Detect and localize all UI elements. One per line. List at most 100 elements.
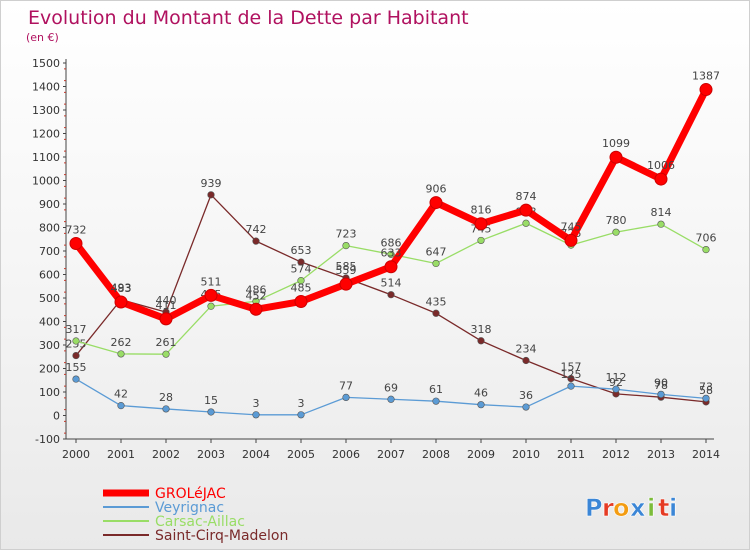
- series-veyrignac: 155 42 28 15 3 3 77 69 61 46 36 125 112 90 73: [66, 361, 713, 419]
- series-layer: 2554934409397426535855144353182341579278…: [66, 70, 720, 419]
- x-tick-label: 2013: [647, 448, 675, 461]
- data-point: [339, 277, 353, 291]
- y-tick-label: 1100: [32, 151, 60, 164]
- data-label: 317: [66, 323, 87, 336]
- data-label: 742: [246, 223, 267, 236]
- logo-letter: o: [613, 494, 630, 522]
- data-point: [702, 394, 710, 402]
- data-point: [252, 411, 260, 419]
- data-point: [114, 295, 128, 309]
- data-label: 77: [339, 379, 353, 392]
- x-tick-label: 2010: [512, 448, 540, 461]
- data-point: [657, 390, 665, 398]
- data-point: [207, 191, 215, 199]
- data-label: 706: [696, 232, 717, 245]
- data-point: [429, 196, 443, 210]
- series-grol-jac: 732 483 411 511 452 485 559 633 906 816 874 745 1099…: [66, 70, 720, 326]
- data-label: 73: [699, 380, 713, 393]
- y-tick-label: 100: [39, 386, 60, 399]
- data-point: [567, 375, 575, 383]
- y-tick-label: 900: [39, 198, 60, 211]
- x-tick-label: 2009: [467, 448, 495, 461]
- logo-letter: i: [669, 494, 677, 522]
- data-label: 780: [606, 214, 627, 227]
- legend-label: Veyrignac: [155, 500, 224, 516]
- data-label: 745: [561, 220, 582, 233]
- data-label: 511: [201, 275, 222, 288]
- data-label: 112: [606, 371, 627, 384]
- data-point: [387, 250, 395, 258]
- chart-title: Evolution du Montant de la Dette par Hab…: [28, 7, 469, 29]
- data-label: 939: [201, 177, 222, 190]
- x-tick-label: 2012: [602, 448, 630, 461]
- data-point: [387, 395, 395, 403]
- y-tick-label: 1000: [32, 175, 60, 188]
- data-label: 42: [114, 388, 128, 401]
- data-point: [162, 350, 170, 358]
- data-point: [657, 220, 665, 228]
- x-tick-label: 2008: [422, 448, 450, 461]
- data-point: [522, 219, 530, 227]
- data-point: [204, 288, 218, 302]
- x-tick-label: 2003: [197, 448, 225, 461]
- data-point: [342, 241, 350, 250]
- data-label: 261: [156, 336, 177, 349]
- data-label: 452: [246, 289, 267, 302]
- data-point: [72, 375, 80, 383]
- data-point: [522, 403, 530, 411]
- data-point: [207, 302, 215, 310]
- y-tick-label: 800: [39, 222, 60, 235]
- data-point: [159, 312, 173, 326]
- data-label: 92: [609, 376, 623, 389]
- data-label: 483: [111, 282, 132, 295]
- data-label: 574: [291, 263, 312, 276]
- data-label: 15: [204, 394, 218, 407]
- data-point: [477, 401, 485, 409]
- x-tick-label: 2005: [287, 448, 315, 461]
- chart-subtitle: (en €): [26, 31, 59, 44]
- data-point: [609, 150, 623, 164]
- data-label: 157: [561, 361, 582, 374]
- x-tick-label: 2011: [557, 448, 585, 461]
- data-point: [477, 337, 485, 345]
- data-point: [567, 382, 575, 390]
- y-tick-label: 200: [39, 363, 60, 376]
- data-point: [612, 385, 620, 393]
- data-label: 559: [336, 264, 357, 277]
- data-point: [117, 402, 125, 410]
- data-label: 585: [336, 260, 357, 273]
- data-point: [699, 83, 713, 97]
- y-tick-label: 1200: [32, 128, 60, 141]
- data-point: [654, 172, 668, 186]
- data-label: 686: [381, 236, 402, 249]
- legend-label: Saint-Cirq-Madelon: [155, 528, 288, 544]
- legend-label: Carsac-Aillac: [155, 514, 245, 530]
- data-label: 234: [516, 343, 537, 356]
- data-point: [297, 411, 305, 419]
- data-label: 814: [651, 206, 672, 219]
- y-tick-label: 1300: [32, 104, 60, 117]
- data-label: 723: [336, 228, 357, 241]
- x-tick-label: 2000: [62, 448, 90, 461]
- logo-letter: t: [658, 494, 669, 522]
- data-label: 90: [654, 376, 668, 389]
- data-label: 440: [156, 294, 177, 307]
- x-tick-label: 2014: [692, 448, 720, 461]
- data-point: [384, 260, 398, 274]
- y-tick-label: 1500: [32, 57, 60, 70]
- data-point: [519, 203, 533, 217]
- data-point: [432, 397, 440, 405]
- data-point: [477, 236, 485, 245]
- data-label: 732: [66, 223, 87, 236]
- x-tick-label: 2006: [332, 448, 360, 461]
- logo-letter: r: [602, 494, 614, 522]
- data-label: 647: [426, 245, 447, 258]
- y-tick-label: -100: [35, 433, 60, 446]
- data-label: 435: [426, 295, 447, 308]
- data-label: 125: [561, 368, 582, 381]
- data-point: [612, 228, 620, 236]
- data-point: [69, 236, 83, 250]
